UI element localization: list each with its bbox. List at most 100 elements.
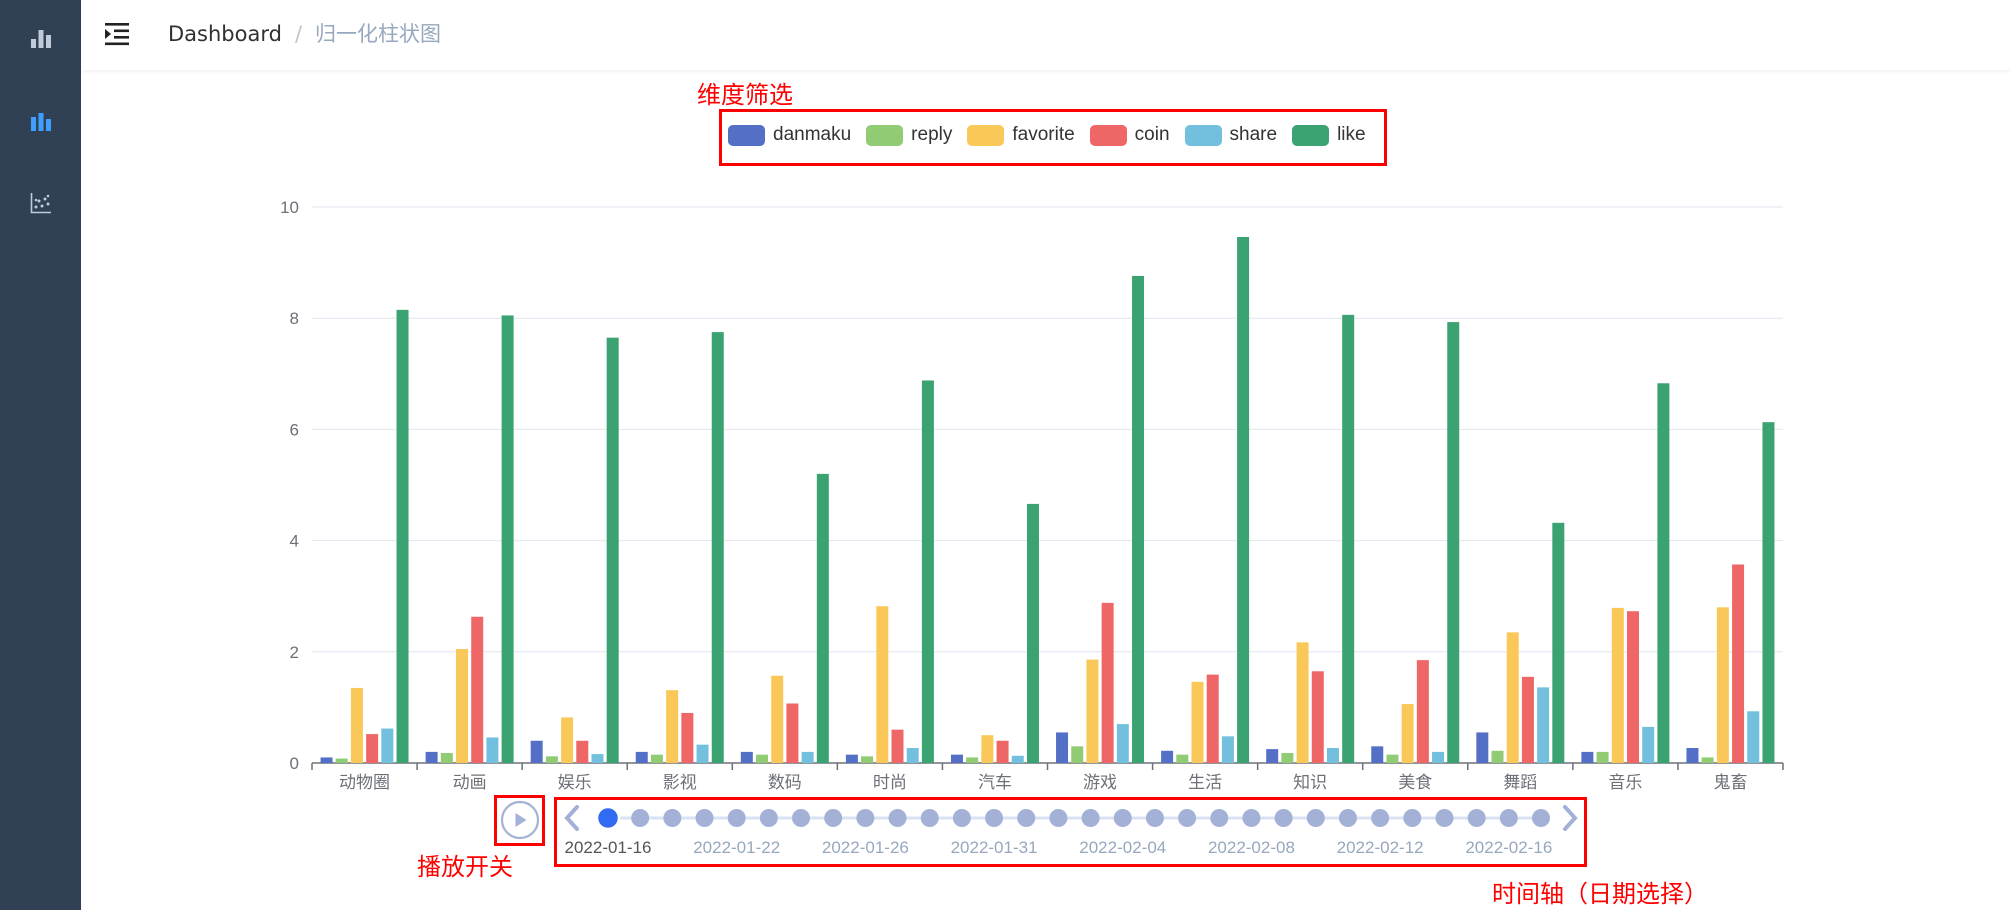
timeline-point[interactable] <box>1210 809 1229 827</box>
bar-coin[interactable] <box>681 712 694 763</box>
bar-share[interactable] <box>801 751 814 763</box>
timeline-point[interactable] <box>856 809 875 827</box>
sidebar-item-scatter-chart[interactable] <box>0 165 81 245</box>
timeline-date-label[interactable]: 2022-02-16 <box>1465 838 1553 857</box>
bar-danmaku[interactable] <box>635 751 648 763</box>
bar-favorite[interactable] <box>876 606 889 763</box>
bar-danmaku[interactable] <box>950 754 963 763</box>
legend-item-danmaku[interactable]: danmaku <box>728 124 851 146</box>
timeline-point[interactable] <box>1081 809 1100 827</box>
bar-share[interactable] <box>591 754 604 763</box>
bar-favorite[interactable] <box>1401 704 1414 763</box>
bar-like[interactable] <box>606 337 619 763</box>
bar-coin[interactable] <box>576 740 589 763</box>
bar-share[interactable] <box>1537 687 1550 763</box>
timeline-point[interactable] <box>1371 809 1390 827</box>
bar-favorite[interactable] <box>350 687 363 763</box>
bar-danmaku[interactable] <box>1266 749 1279 763</box>
bar-coin[interactable] <box>1416 660 1429 763</box>
timeline-point[interactable] <box>1242 809 1261 827</box>
bar-coin[interactable] <box>1732 564 1745 763</box>
sidebar-item-bar-chart[interactable] <box>0 0 81 80</box>
bar-share[interactable] <box>1747 711 1760 763</box>
bar-reply[interactable] <box>440 752 453 763</box>
timeline-point[interactable] <box>1435 809 1454 827</box>
bar-share[interactable] <box>1326 747 1339 763</box>
timeline-date-label[interactable]: 2022-02-12 <box>1336 838 1424 857</box>
bar-danmaku[interactable] <box>1476 732 1489 763</box>
bar-share[interactable] <box>906 747 919 763</box>
timeline-point[interactable] <box>1499 809 1518 827</box>
bar-coin[interactable] <box>1101 602 1114 763</box>
timeline-date-label[interactable]: 2022-01-16 <box>564 838 652 857</box>
timeline-prev-icon[interactable] <box>564 805 579 831</box>
bar-danmaku[interactable] <box>1686 747 1699 763</box>
legend-item-reply[interactable]: reply <box>866 124 952 146</box>
legend-item-share[interactable]: share <box>1184 124 1277 146</box>
timeline-date-label[interactable]: 2022-01-22 <box>693 838 781 857</box>
timeline-date-label[interactable]: 2022-01-26 <box>821 838 909 857</box>
bar-share[interactable] <box>486 737 499 763</box>
timeline-point[interactable] <box>727 809 746 827</box>
bar-coin[interactable] <box>471 616 484 763</box>
bar-favorite[interactable] <box>981 735 994 763</box>
timeline-point[interactable] <box>920 809 939 827</box>
timeline-point[interactable] <box>631 809 650 827</box>
bar-share[interactable] <box>1011 755 1024 763</box>
bar-like[interactable] <box>1657 383 1670 763</box>
timeline-point[interactable] <box>695 809 714 827</box>
legend-item-favorite[interactable]: favorite <box>967 124 1075 146</box>
timeline-point[interactable] <box>1017 809 1036 827</box>
legend-item-like[interactable]: like <box>1292 124 1366 146</box>
bar-like[interactable] <box>1447 322 1460 763</box>
timeline-point[interactable] <box>824 809 843 827</box>
timeline-point[interactable] <box>985 809 1004 827</box>
bar-coin[interactable] <box>1206 674 1219 763</box>
timeline-point[interactable] <box>1338 809 1357 827</box>
bar-like[interactable] <box>1237 237 1250 764</box>
bar-favorite[interactable] <box>1296 642 1309 763</box>
bar-favorite[interactable] <box>1086 659 1099 763</box>
timeline-next-icon[interactable] <box>1563 805 1578 831</box>
timeline-date-label[interactable]: 2022-02-08 <box>1207 838 1295 857</box>
timeline-date-label[interactable]: 2022-02-04 <box>1079 838 1167 857</box>
timeline-point[interactable] <box>663 809 682 827</box>
timeline-point[interactable] <box>759 809 778 827</box>
bar-favorite[interactable] <box>1716 607 1729 763</box>
bar-favorite[interactable] <box>561 717 574 763</box>
play-button[interactable] <box>500 800 540 840</box>
bar-like[interactable] <box>816 473 829 763</box>
timeline-point[interactable] <box>952 809 971 827</box>
timeline-point[interactable] <box>888 809 907 827</box>
timeline-point[interactable] <box>1113 809 1132 827</box>
bar-reply[interactable] <box>861 756 874 763</box>
bar-danmaku[interactable] <box>530 740 543 763</box>
bar-share[interactable] <box>381 728 394 763</box>
bar-danmaku[interactable] <box>425 751 438 763</box>
timeline-point[interactable] <box>792 809 811 827</box>
timeline-point[interactable] <box>1532 809 1550 827</box>
bar-share[interactable] <box>1432 751 1445 763</box>
bar-reply[interactable] <box>1281 752 1294 763</box>
bar-reply[interactable] <box>966 757 979 763</box>
bar-like[interactable] <box>1342 314 1355 763</box>
bar-danmaku[interactable] <box>320 757 333 763</box>
bar-favorite[interactable] <box>456 649 469 763</box>
bar-reply[interactable] <box>650 754 663 763</box>
bar-like[interactable] <box>1762 422 1775 763</box>
bar-reply[interactable] <box>1071 746 1084 763</box>
bar-coin[interactable] <box>366 734 379 763</box>
bar-danmaku[interactable] <box>740 751 753 763</box>
bar-danmaku[interactable] <box>1161 750 1174 763</box>
bar-coin[interactable] <box>1626 611 1639 763</box>
bar-like[interactable] <box>1552 522 1565 763</box>
timeline-point[interactable] <box>1403 809 1422 827</box>
bar-favorite[interactable] <box>1191 681 1204 763</box>
bar-coin[interactable] <box>1521 676 1534 763</box>
bar-favorite[interactable] <box>666 690 679 763</box>
breadcrumb-home[interactable]: Dashboard <box>168 22 282 46</box>
bar-reply[interactable] <box>1491 750 1504 763</box>
timeline-point[interactable] <box>1306 809 1325 827</box>
timeline-point[interactable] <box>1274 809 1293 827</box>
bar-danmaku[interactable] <box>1581 751 1594 763</box>
